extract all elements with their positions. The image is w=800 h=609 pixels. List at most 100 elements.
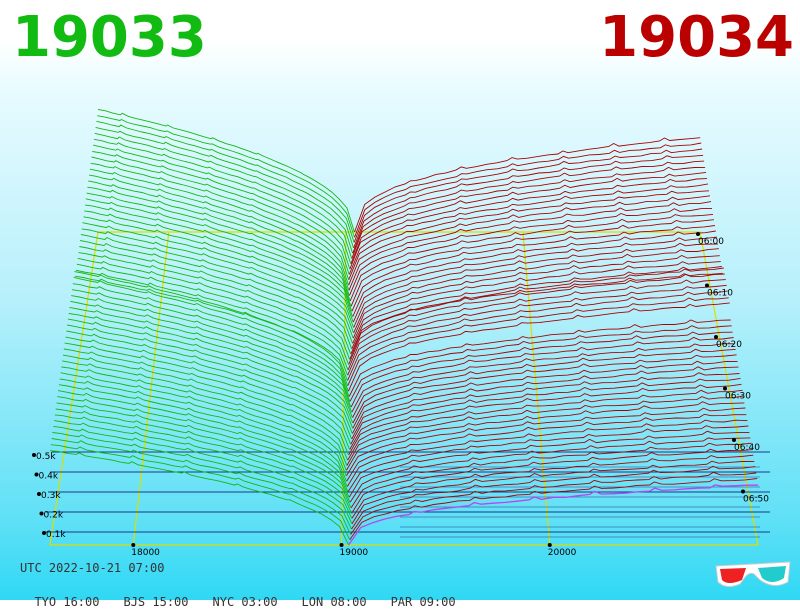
ask-curve <box>349 377 741 450</box>
bid-curve <box>49 450 349 545</box>
price-gridline <box>132 231 170 546</box>
volume-tick-label: 0.1k <box>46 530 66 540</box>
bid-curve <box>50 444 351 540</box>
bid-curve <box>85 198 353 312</box>
bid-curve <box>93 144 352 264</box>
ask-curve <box>352 360 738 434</box>
ask-curve <box>350 331 733 408</box>
axis-labels: 18000 19000 20000 0.1k 0.2k 0.3k 0.4k 0.5k 06:00… <box>32 232 769 558</box>
price-tick-label: 20000 <box>548 548 577 558</box>
volume-tick-mark <box>42 531 46 535</box>
bid-curve <box>97 109 355 233</box>
ask-curve <box>349 178 708 269</box>
bid-curve <box>89 168 349 286</box>
depth-curves <box>49 109 759 546</box>
bid-curve <box>62 354 348 461</box>
time-tick-mark <box>696 232 700 236</box>
ask-curve <box>352 254 720 339</box>
bid-curve <box>56 402 351 503</box>
volume-tick-label: 0.2k <box>44 511 64 521</box>
ask-curve <box>353 148 703 243</box>
ask-curve <box>350 471 757 535</box>
bid-curve <box>70 300 353 413</box>
zone-bjs: BJS 15:00 <box>123 595 189 609</box>
bid-curve <box>74 271 349 386</box>
bid-curve <box>91 156 350 275</box>
bid-curve <box>92 151 351 270</box>
bid-curve <box>78 252 351 360</box>
bid-curve <box>96 120 355 243</box>
bid-curve <box>76 263 349 371</box>
bid-curve <box>77 257 350 365</box>
ask-curve <box>347 389 743 461</box>
ask-curve <box>350 442 752 509</box>
volume-tick-mark <box>39 511 44 516</box>
ask-curve <box>351 336 734 413</box>
bid-curve <box>80 240 353 349</box>
ask-curve <box>349 478 758 540</box>
bid-curve <box>93 138 353 259</box>
bid-curve <box>75 275 348 381</box>
bid-curve <box>84 204 354 317</box>
bid-curve <box>75 269 348 376</box>
ask-curve <box>351 266 722 349</box>
bid-curve <box>54 420 353 519</box>
bid-curve <box>58 390 349 493</box>
ask-curve <box>348 319 731 397</box>
bid-price: 19033 <box>12 5 207 70</box>
timezone-clocks: TYO 16:00 BJS 15:00 NYC 03:00 LON 08:00 PAR … <box>20 581 480 609</box>
ask-curve <box>348 190 710 280</box>
ask-curve <box>348 273 725 365</box>
time-tick-label: 06:40 <box>734 443 760 453</box>
bid-curve <box>83 216 354 328</box>
ask-curve <box>353 248 719 333</box>
volume-tick-mark <box>32 453 36 457</box>
bid-curve <box>87 186 351 301</box>
bid-curve <box>67 324 353 434</box>
bid-curve <box>82 222 354 333</box>
time-tick-label: 06:10 <box>707 289 733 299</box>
ask-curve <box>349 325 732 402</box>
ask-curve <box>351 454 754 519</box>
zone-lon: LON 08:00 <box>301 595 367 609</box>
ask-curve <box>353 154 704 249</box>
latest-ask-curve <box>348 484 759 546</box>
ask-curve <box>352 348 736 424</box>
ask-curve <box>347 302 730 392</box>
bid-curve <box>69 306 353 418</box>
bid-curve <box>94 132 354 254</box>
bid-curve <box>57 396 350 498</box>
price-tick-label: 18000 <box>131 548 160 558</box>
price-tick-label: 19000 <box>340 548 369 558</box>
bid-curve <box>64 342 351 450</box>
time-tick-mark <box>705 283 709 288</box>
3d-glasses-icon[interactable] <box>712 558 794 592</box>
bid-curve <box>72 283 350 397</box>
ask-curve <box>351 465 756 530</box>
ask-curve <box>346 413 747 482</box>
bid-curve <box>71 289 351 402</box>
time-tick-label: 06:00 <box>698 237 724 247</box>
ask-curve <box>348 183 709 275</box>
bid-curve <box>63 348 349 455</box>
ask-curve <box>346 395 744 466</box>
bid-curve <box>67 318 354 429</box>
floor-outline <box>49 231 759 546</box>
zone-nyc: NYC 03:00 <box>212 595 278 609</box>
bid-curve <box>51 438 352 535</box>
ask-curve <box>347 279 726 371</box>
ask-curve <box>352 343 735 418</box>
bid-curve <box>58 384 348 487</box>
bid-curve <box>97 115 355 238</box>
bid-curve <box>95 126 354 249</box>
ask-curve <box>347 425 749 492</box>
ask-curve <box>351 366 739 440</box>
volume-tick-label: 0.5k <box>36 452 56 462</box>
bid-curve <box>65 336 352 445</box>
bid-curve <box>54 414 352 514</box>
zone-tyo: TYO 16:00 <box>34 595 100 609</box>
ask-curve <box>351 225 715 312</box>
bid-curve <box>59 378 347 482</box>
utc-timestamp: UTC 2022-10-21 07:00 <box>20 561 165 575</box>
volume-gridlines <box>44 451 770 538</box>
